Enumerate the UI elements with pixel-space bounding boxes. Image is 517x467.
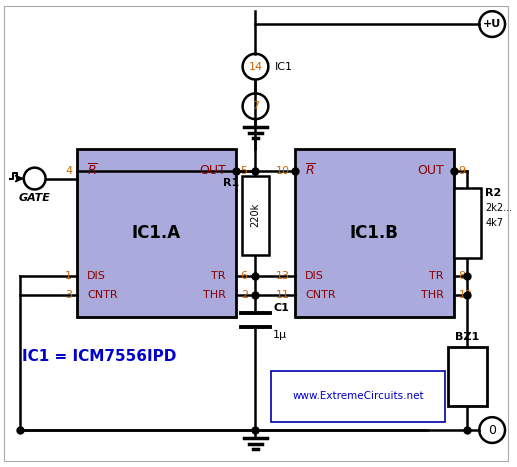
Text: BZ1: BZ1 <box>455 332 480 342</box>
Text: 1: 1 <box>65 270 72 281</box>
Text: $\overline{R}$: $\overline{R}$ <box>87 163 98 178</box>
Bar <box>295 149 453 317</box>
Text: 2: 2 <box>240 290 248 300</box>
Text: 8: 8 <box>459 270 466 281</box>
Text: GATE: GATE <box>19 193 51 203</box>
Text: 4k7: 4k7 <box>485 218 503 228</box>
Text: R1: R1 <box>223 178 240 189</box>
Text: $\overline{R}$: $\overline{R}$ <box>305 163 316 178</box>
Text: CNTR: CNTR <box>305 290 336 300</box>
Text: 14: 14 <box>249 62 263 71</box>
Text: 2k2...: 2k2... <box>485 203 512 213</box>
Text: IC1.B: IC1.B <box>350 224 399 242</box>
Text: 13: 13 <box>276 270 290 281</box>
Text: IC1 = ICM7556IPD: IC1 = ICM7556IPD <box>22 349 176 364</box>
Text: OUT: OUT <box>417 164 444 177</box>
Text: R2: R2 <box>485 188 501 198</box>
Text: DIS: DIS <box>87 270 106 281</box>
Text: THR: THR <box>203 290 226 300</box>
Text: 5: 5 <box>240 166 248 176</box>
Bar <box>448 347 487 406</box>
Text: TR: TR <box>211 270 226 281</box>
Text: C1: C1 <box>273 303 289 313</box>
Text: 6: 6 <box>240 270 248 281</box>
Text: 7: 7 <box>252 101 259 111</box>
Text: 11: 11 <box>276 290 290 300</box>
Text: 220k: 220k <box>250 203 261 227</box>
Text: OUT: OUT <box>199 164 226 177</box>
Text: 10: 10 <box>276 166 290 176</box>
Text: IC1.A: IC1.A <box>132 224 181 242</box>
Text: THR: THR <box>421 290 444 300</box>
Text: 0: 0 <box>488 424 496 437</box>
Bar <box>77 149 236 317</box>
Text: 12: 12 <box>459 290 473 300</box>
Text: DIS: DIS <box>305 270 324 281</box>
Text: CNTR: CNTR <box>87 290 118 300</box>
Text: 3: 3 <box>65 290 72 300</box>
Text: 1µ: 1µ <box>273 330 287 340</box>
Text: 4: 4 <box>65 166 72 176</box>
Text: 9: 9 <box>459 166 466 176</box>
Text: IC1: IC1 <box>275 62 293 71</box>
Text: +U: +U <box>483 19 501 29</box>
Bar <box>241 176 269 255</box>
Text: TR: TR <box>429 270 444 281</box>
Bar <box>453 189 481 258</box>
Text: www.ExtremeCircuits.net: www.ExtremeCircuits.net <box>292 391 424 402</box>
